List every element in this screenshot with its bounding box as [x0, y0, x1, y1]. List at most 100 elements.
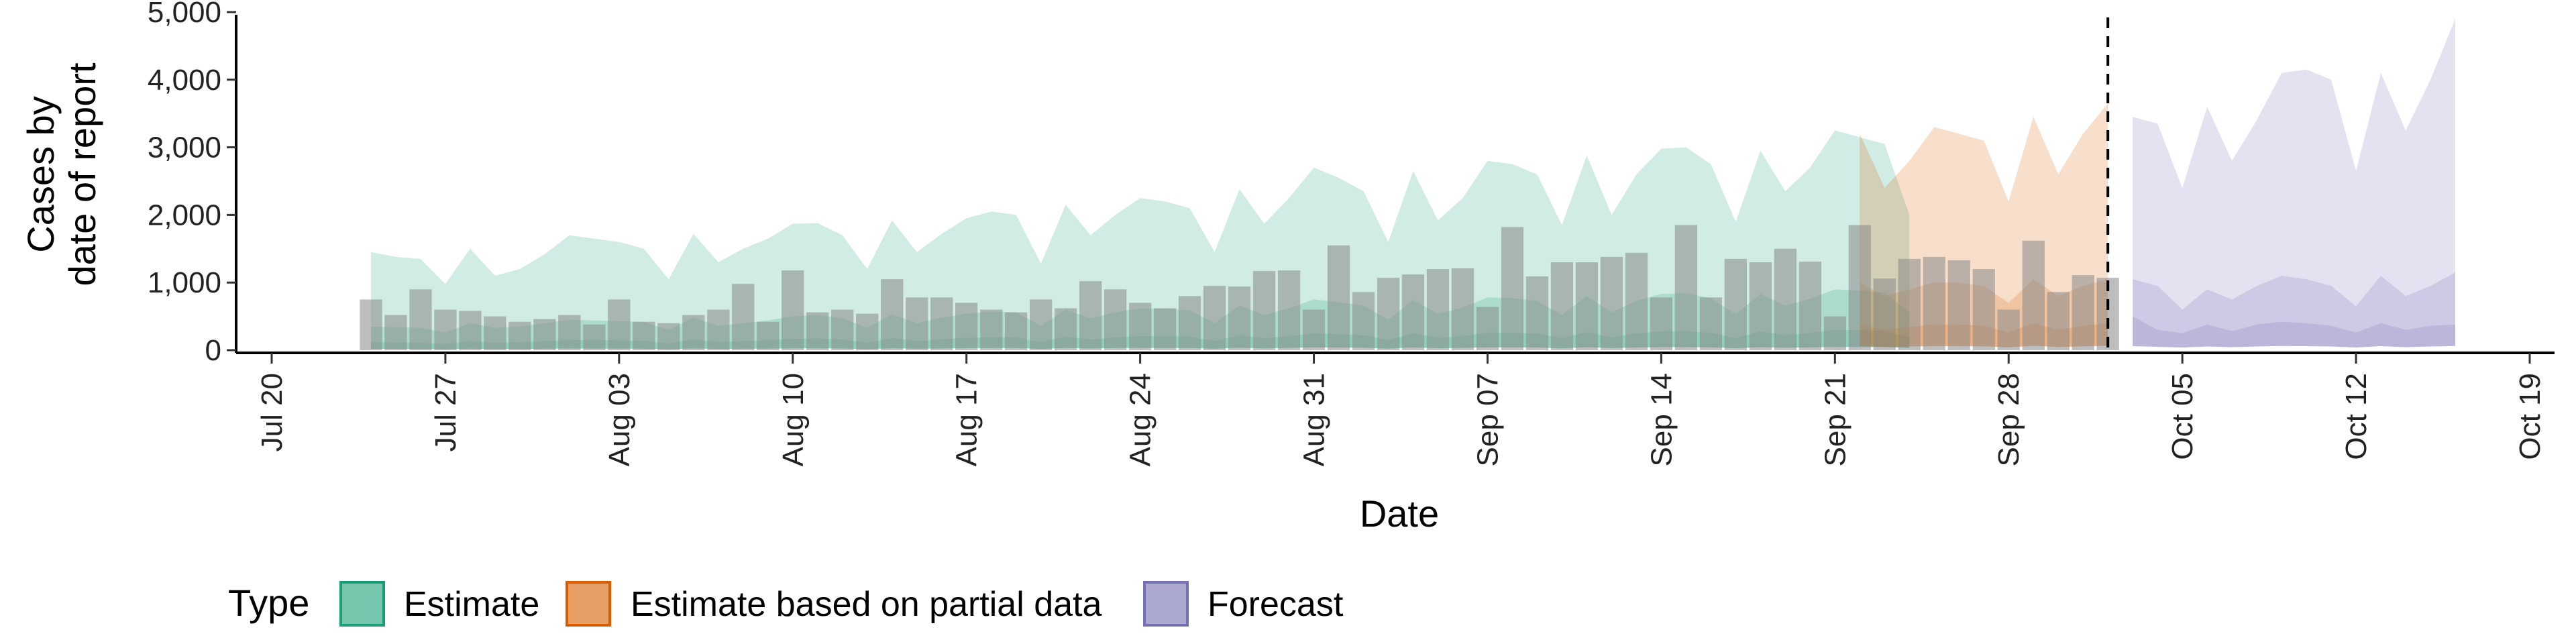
- legend-key-2: [566, 581, 611, 627]
- x-tick-label-12: Oct 05: [2166, 373, 2199, 460]
- y-axis-title-line-2: date of report: [61, 62, 103, 286]
- bar-60: [1823, 316, 1846, 350]
- bar-3: [409, 289, 432, 350]
- legend-label-1: Estimate: [404, 585, 539, 624]
- band-2-ci90: [1860, 103, 2108, 347]
- bar-16: [732, 284, 755, 350]
- bar-27: [1005, 312, 1028, 350]
- bar-31: [1104, 289, 1127, 350]
- x-tick-label-11: Sep 28: [1992, 373, 2025, 466]
- bar-8: [533, 319, 556, 350]
- bar-52: [1625, 252, 1648, 350]
- bar-20: [831, 309, 854, 350]
- bar-18: [782, 270, 804, 350]
- x-tick-label-4: Aug 10: [777, 373, 810, 466]
- bar-44: [1426, 269, 1450, 350]
- bar-54: [1674, 225, 1697, 350]
- x-tick-label-14: Oct 19: [2514, 373, 2546, 460]
- bar-59: [1799, 262, 1821, 350]
- x-tick-label-6: Aug 24: [1124, 373, 1157, 466]
- legend-label-2: Estimate based on partial data: [631, 585, 1102, 624]
- bar-43: [1401, 274, 1425, 350]
- bar-35: [1203, 286, 1226, 350]
- legend-title: Type: [228, 582, 309, 624]
- bar-1: [360, 299, 382, 350]
- bar-42: [1377, 278, 1400, 350]
- bar-67: [1997, 309, 2020, 350]
- bar-4: [434, 309, 457, 350]
- bar-10: [583, 324, 606, 350]
- x-tick-label-9: Sep 14: [1645, 373, 1678, 466]
- bar-25: [955, 303, 978, 350]
- band-3-ci50: [2133, 272, 2455, 347]
- bar-24: [930, 297, 953, 350]
- x-tick-label-3: Aug 03: [603, 373, 636, 466]
- bar-28: [1030, 299, 1053, 350]
- x-tick-label-10: Sep 21: [1819, 373, 1851, 466]
- bar-61: [1848, 225, 1871, 350]
- bar-46: [1476, 307, 1499, 350]
- y-tick-label-4: 3,000: [148, 131, 221, 164]
- bar-41: [1352, 292, 1375, 350]
- bar-64: [1923, 256, 1945, 350]
- bar-62: [1873, 278, 1896, 350]
- x-tick-label-13: Oct 12: [2340, 373, 2373, 460]
- band-3-ci20: [2133, 316, 2455, 347]
- bar-47: [1501, 227, 1524, 350]
- x-axis-title: Date: [1360, 492, 1439, 535]
- bar-51: [1600, 256, 1623, 350]
- bar-58: [1774, 248, 1796, 350]
- x-tick-label-5: Aug 17: [951, 373, 983, 466]
- bar-26: [980, 309, 1003, 350]
- y-axis-title-line-1: Cases by: [19, 96, 62, 252]
- bar-21: [856, 313, 879, 350]
- bar-56: [1724, 258, 1747, 350]
- bar-2: [384, 315, 407, 350]
- bar-36: [1228, 286, 1251, 350]
- bar-34: [1178, 296, 1201, 350]
- y-tick-label-2: 1,000: [148, 266, 221, 299]
- bar-68: [2022, 240, 2045, 350]
- bar-17: [757, 321, 780, 350]
- legend-key-1: [339, 581, 385, 627]
- x-tick-label-7: Aug 31: [1298, 373, 1331, 466]
- bar-32: [1129, 303, 1152, 350]
- x-tick-label-2: Jul 27: [429, 373, 462, 451]
- y-tick-label-3: 2,000: [148, 199, 221, 231]
- bar-7: [508, 321, 531, 350]
- legend: Type Estimate Estimate based on partial d…: [228, 581, 1344, 627]
- bar-37: [1252, 271, 1276, 350]
- bar-40: [1327, 245, 1350, 350]
- bar-6: [484, 316, 506, 350]
- bar-69: [2047, 292, 2070, 350]
- bar-66: [1972, 269, 1995, 350]
- bar-14: [682, 315, 705, 350]
- band-3-ci90: [2133, 19, 2455, 347]
- bar-12: [633, 321, 655, 350]
- bar-layer: [360, 225, 2119, 350]
- bar-70: [2072, 275, 2094, 350]
- bar-49: [1550, 262, 1574, 350]
- bar-13: [657, 323, 680, 350]
- bar-15: [707, 309, 730, 350]
- bar-63: [1898, 258, 1921, 350]
- bar-19: [806, 312, 829, 350]
- bar-30: [1079, 281, 1102, 350]
- bar-29: [1055, 308, 1077, 350]
- bar-11: [608, 299, 631, 350]
- x-tick-label-1: Jul 20: [256, 373, 288, 451]
- bar-57: [1749, 262, 1772, 350]
- bar-38: [1277, 270, 1301, 350]
- x-tick-label-8: Sep 07: [1472, 373, 1505, 466]
- bar-39: [1302, 309, 1326, 350]
- bar-33: [1154, 308, 1177, 350]
- bar-9: [558, 315, 581, 350]
- y-tick-label-1: 0: [205, 334, 221, 367]
- bar-5: [459, 311, 482, 350]
- bar-65: [1947, 260, 1970, 350]
- bar-55: [1699, 297, 1722, 350]
- bar-50: [1575, 262, 1599, 350]
- bar-22: [881, 279, 904, 350]
- y-tick-label-6: 5,000: [148, 0, 221, 29]
